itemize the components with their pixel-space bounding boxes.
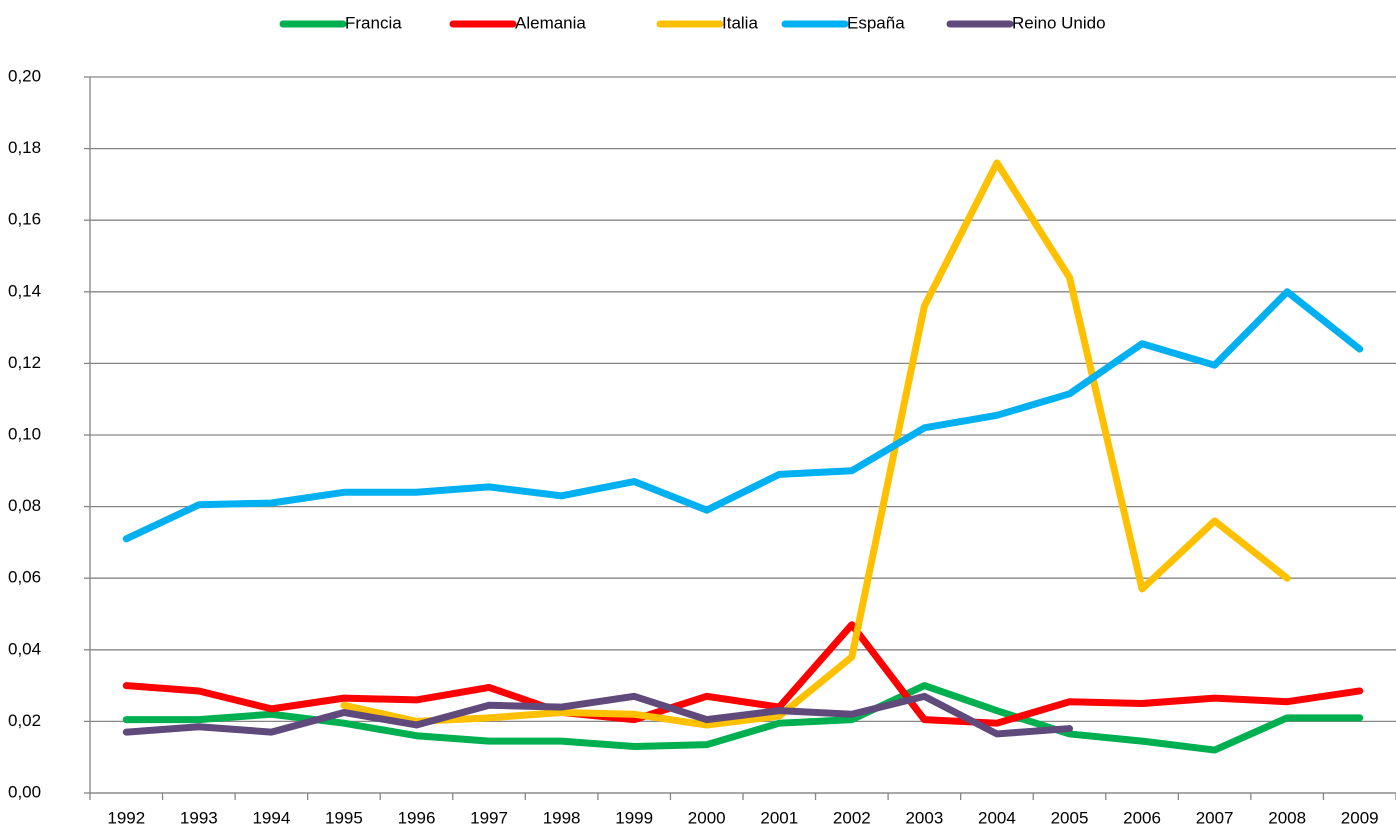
x-tick-label: 1994 — [252, 808, 290, 827]
y-tick-label: 0,08 — [8, 496, 41, 515]
x-tick-label: 2007 — [1196, 808, 1234, 827]
x-tick-label: 1995 — [325, 808, 363, 827]
y-tick-label: 0,14 — [8, 281, 41, 300]
data-line — [122, 288, 1364, 543]
x-tick-label: 2005 — [1051, 808, 1089, 827]
data-line — [122, 682, 1364, 754]
x-tick-label: 2000 — [688, 808, 726, 827]
y-tick-label: 0,16 — [8, 210, 41, 229]
x-tick-label: 2003 — [905, 808, 943, 827]
y-tick-label: 0,12 — [8, 353, 41, 372]
y-tick-label: 0,10 — [8, 424, 41, 443]
data-line — [122, 621, 1364, 727]
x-tick-label: 2006 — [1123, 808, 1161, 827]
x-tick-label: 1998 — [543, 808, 581, 827]
data-line — [122, 692, 1073, 738]
legend-label: Reino Unido — [1012, 13, 1106, 32]
y-tick-label: 0,18 — [8, 138, 41, 157]
y-tick-label: 0,00 — [8, 782, 41, 801]
x-tick-label: 1993 — [180, 808, 218, 827]
x-tick-label: 2004 — [978, 808, 1016, 827]
y-tick-label: 0,04 — [8, 639, 41, 658]
x-tick-label: 2009 — [1341, 808, 1379, 827]
legend-label: Francia — [345, 13, 402, 32]
x-tick-label: 2001 — [760, 808, 798, 827]
legend-label: Alemania — [515, 13, 586, 32]
x-tick-label: 1999 — [615, 808, 653, 827]
x-tick-label: 2002 — [833, 808, 871, 827]
x-tick-label: 1996 — [398, 808, 436, 827]
y-tick-label: 0,06 — [8, 568, 41, 587]
y-tick-label: 0,20 — [8, 66, 41, 85]
legend-label: Italia — [722, 13, 758, 32]
data-line — [340, 159, 1291, 729]
legend-label: España — [847, 13, 905, 32]
y-tick-label: 0,02 — [8, 711, 41, 730]
x-tick-label: 2008 — [1268, 808, 1306, 827]
x-tick-label: 1997 — [470, 808, 508, 827]
x-tick-label: 1992 — [107, 808, 145, 827]
